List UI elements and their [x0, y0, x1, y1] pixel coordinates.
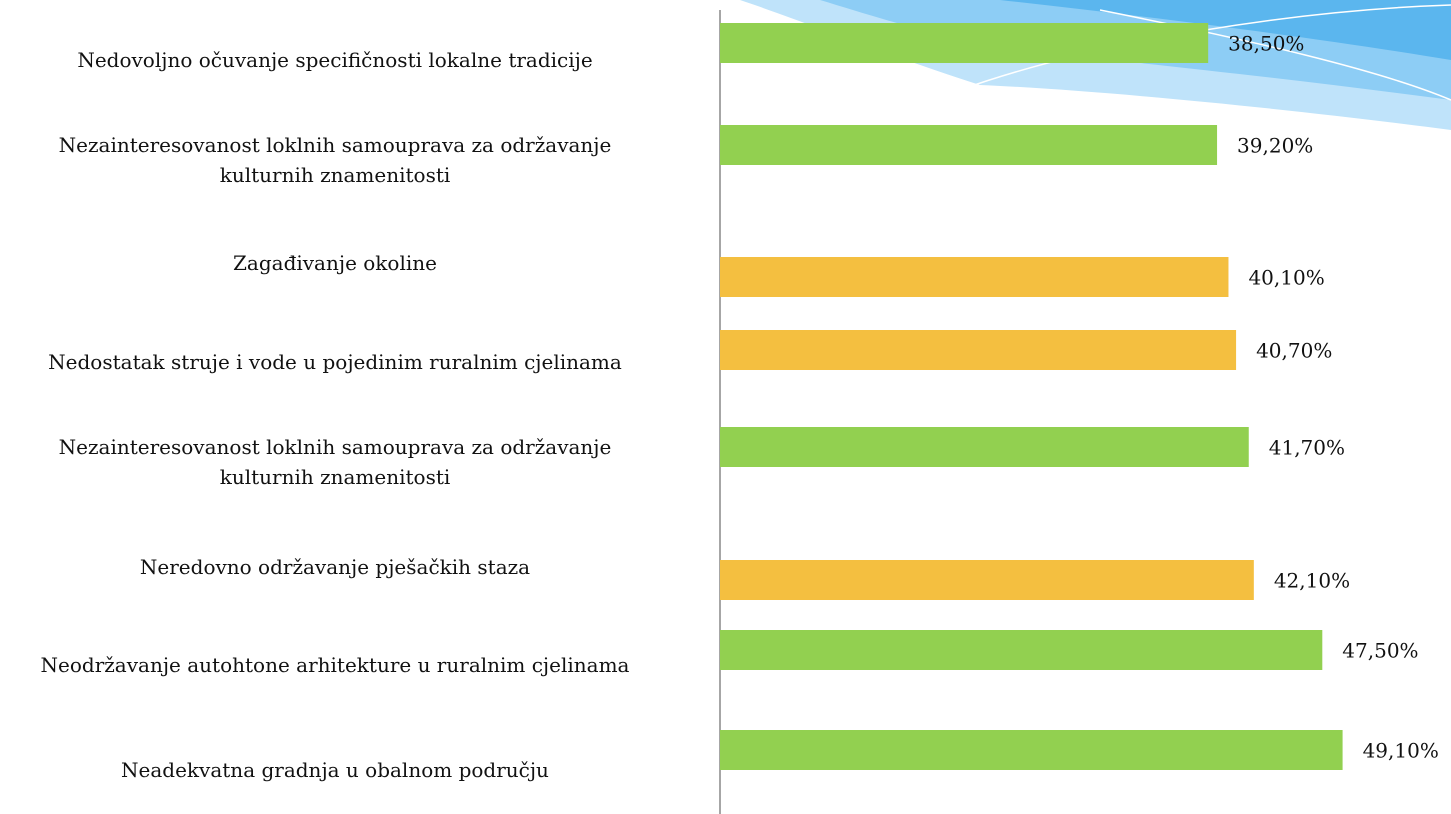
bar [720, 630, 1322, 670]
value-label: 40,10% [1248, 266, 1324, 290]
bar [720, 560, 1254, 600]
category-label: Neodržavanje autohtone arhitekture u rur… [0, 650, 695, 680]
bar [720, 730, 1343, 770]
decoration [740, 0, 1451, 130]
bar [720, 427, 1249, 467]
value-label: 38,50% [1228, 32, 1304, 56]
category-label: Nedovoljno očuvanje specifičnosti lokaln… [0, 45, 695, 75]
category-label: Zagađivanje okoline [0, 248, 695, 278]
page: {"chart_data": {"type": "hbar", "categor… [0, 0, 1451, 814]
value-label: 47,50% [1342, 639, 1418, 663]
category-label: Neadekvatna gradnja u obalnom području [0, 755, 695, 785]
bar [720, 125, 1217, 165]
bar [720, 23, 1208, 63]
category-label: Nezainteresovanost loklnih samouprava za… [0, 130, 695, 190]
category-label: Nedostatak struje i vode u pojedinim rur… [0, 347, 695, 377]
value-label: 40,70% [1256, 339, 1332, 363]
value-label: 42,10% [1274, 569, 1350, 593]
value-label: 41,70% [1269, 436, 1345, 460]
value-label: 49,10% [1363, 739, 1439, 763]
bar [720, 330, 1236, 370]
value-label: 39,20% [1237, 134, 1313, 158]
category-label: Nezainteresovanost loklnih samouprava za… [0, 432, 695, 492]
chart: 38,50% 39,20% 40,10% 40,70% 41,70% 42,10% 47,5… [0, 0, 1451, 814]
category-label: Neredovno održavanje pješačkih staza [0, 552, 695, 582]
bar [720, 257, 1228, 297]
